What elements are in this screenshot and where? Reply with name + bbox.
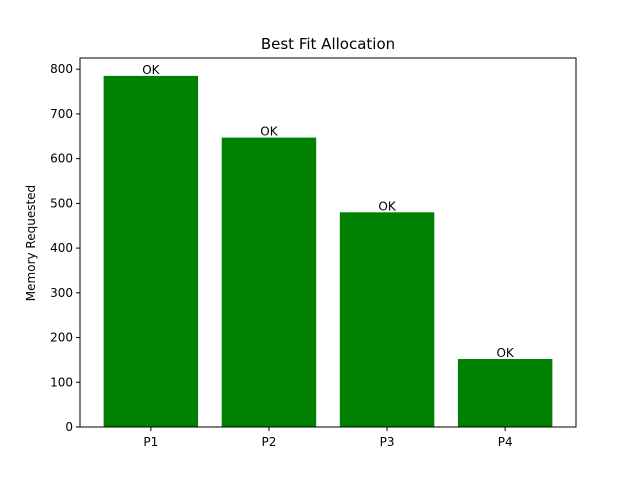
y-axis-label: Memory Requested — [24, 185, 38, 301]
bars-group — [103, 75, 553, 428]
y-tick-label-500: 500 — [50, 196, 73, 210]
y-tick-label-400: 400 — [50, 241, 73, 255]
data-label-p4: OK — [496, 346, 514, 360]
y-tick-label-700: 700 — [50, 107, 73, 121]
data-label-p1: OK — [142, 63, 160, 77]
y-tick-label-600: 600 — [50, 152, 73, 166]
y-tick-label-300: 300 — [50, 286, 73, 300]
y-tick-label-800: 800 — [50, 62, 73, 76]
bar-p4 — [457, 359, 553, 427]
x-tick-label-p3: P3 — [380, 435, 395, 449]
y-axis-ticks: 0 100 200 300 400 500 600 700 800 — [50, 62, 80, 434]
x-axis-ticks: P1 P2 P3 P4 — [143, 427, 513, 449]
data-label-p3: OK — [378, 199, 396, 213]
y-tick-label-200: 200 — [50, 331, 73, 345]
x-tick-label-p1: P1 — [143, 435, 158, 449]
x-tick-label-p2: P2 — [262, 435, 277, 449]
chart-title: Best Fit Allocation — [261, 35, 395, 53]
x-tick-label-p4: P4 — [498, 435, 513, 449]
data-label-p2: OK — [260, 125, 278, 139]
bar-p3 — [339, 212, 435, 427]
y-tick-label-100: 100 — [50, 375, 73, 389]
y-tick-label-0: 0 — [65, 420, 73, 434]
bar-p1 — [103, 75, 199, 428]
plot-frame — [79, 57, 577, 428]
bar-p2 — [221, 137, 317, 427]
data-labels-group: OK OK OK OK — [142, 63, 515, 360]
